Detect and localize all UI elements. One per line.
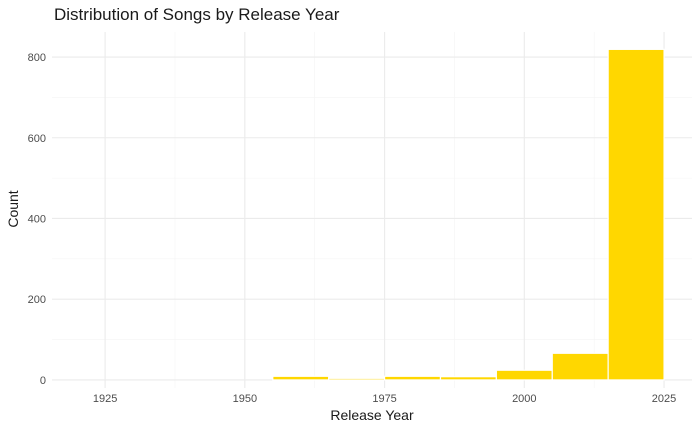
x-tick-label: 2025: [652, 393, 676, 405]
y-tick-label: 400: [28, 213, 46, 225]
histogram-bar: [495, 369, 553, 381]
histogram-bar: [607, 48, 665, 381]
x-tick-label: 1925: [93, 393, 117, 405]
histogram-bar: [272, 375, 330, 381]
y-tick-label: 600: [28, 133, 46, 145]
x-tick-label: 1950: [233, 393, 257, 405]
x-tick-label: 2000: [512, 393, 536, 405]
histogram-bar: [439, 376, 497, 381]
y-axis-ticks: 0 200 400 600 800: [28, 52, 46, 387]
y-tick-label: 800: [28, 52, 46, 64]
histogram-bar: [551, 352, 609, 381]
x-axis-ticks: 1925 1950 1975 2000 2025: [93, 393, 676, 405]
chart-title: Distribution of Songs by Release Year: [54, 5, 340, 24]
bars-group: [272, 48, 665, 381]
histogram-bar: [328, 377, 386, 381]
y-tick-label: 200: [28, 294, 46, 306]
y-tick-label: 0: [40, 375, 46, 387]
x-axis-title: Release Year: [330, 407, 414, 423]
histogram-bar: [383, 375, 442, 381]
grid-lines: [52, 32, 692, 388]
x-tick-label: 1975: [372, 393, 396, 405]
y-axis-title: Count: [5, 190, 21, 227]
